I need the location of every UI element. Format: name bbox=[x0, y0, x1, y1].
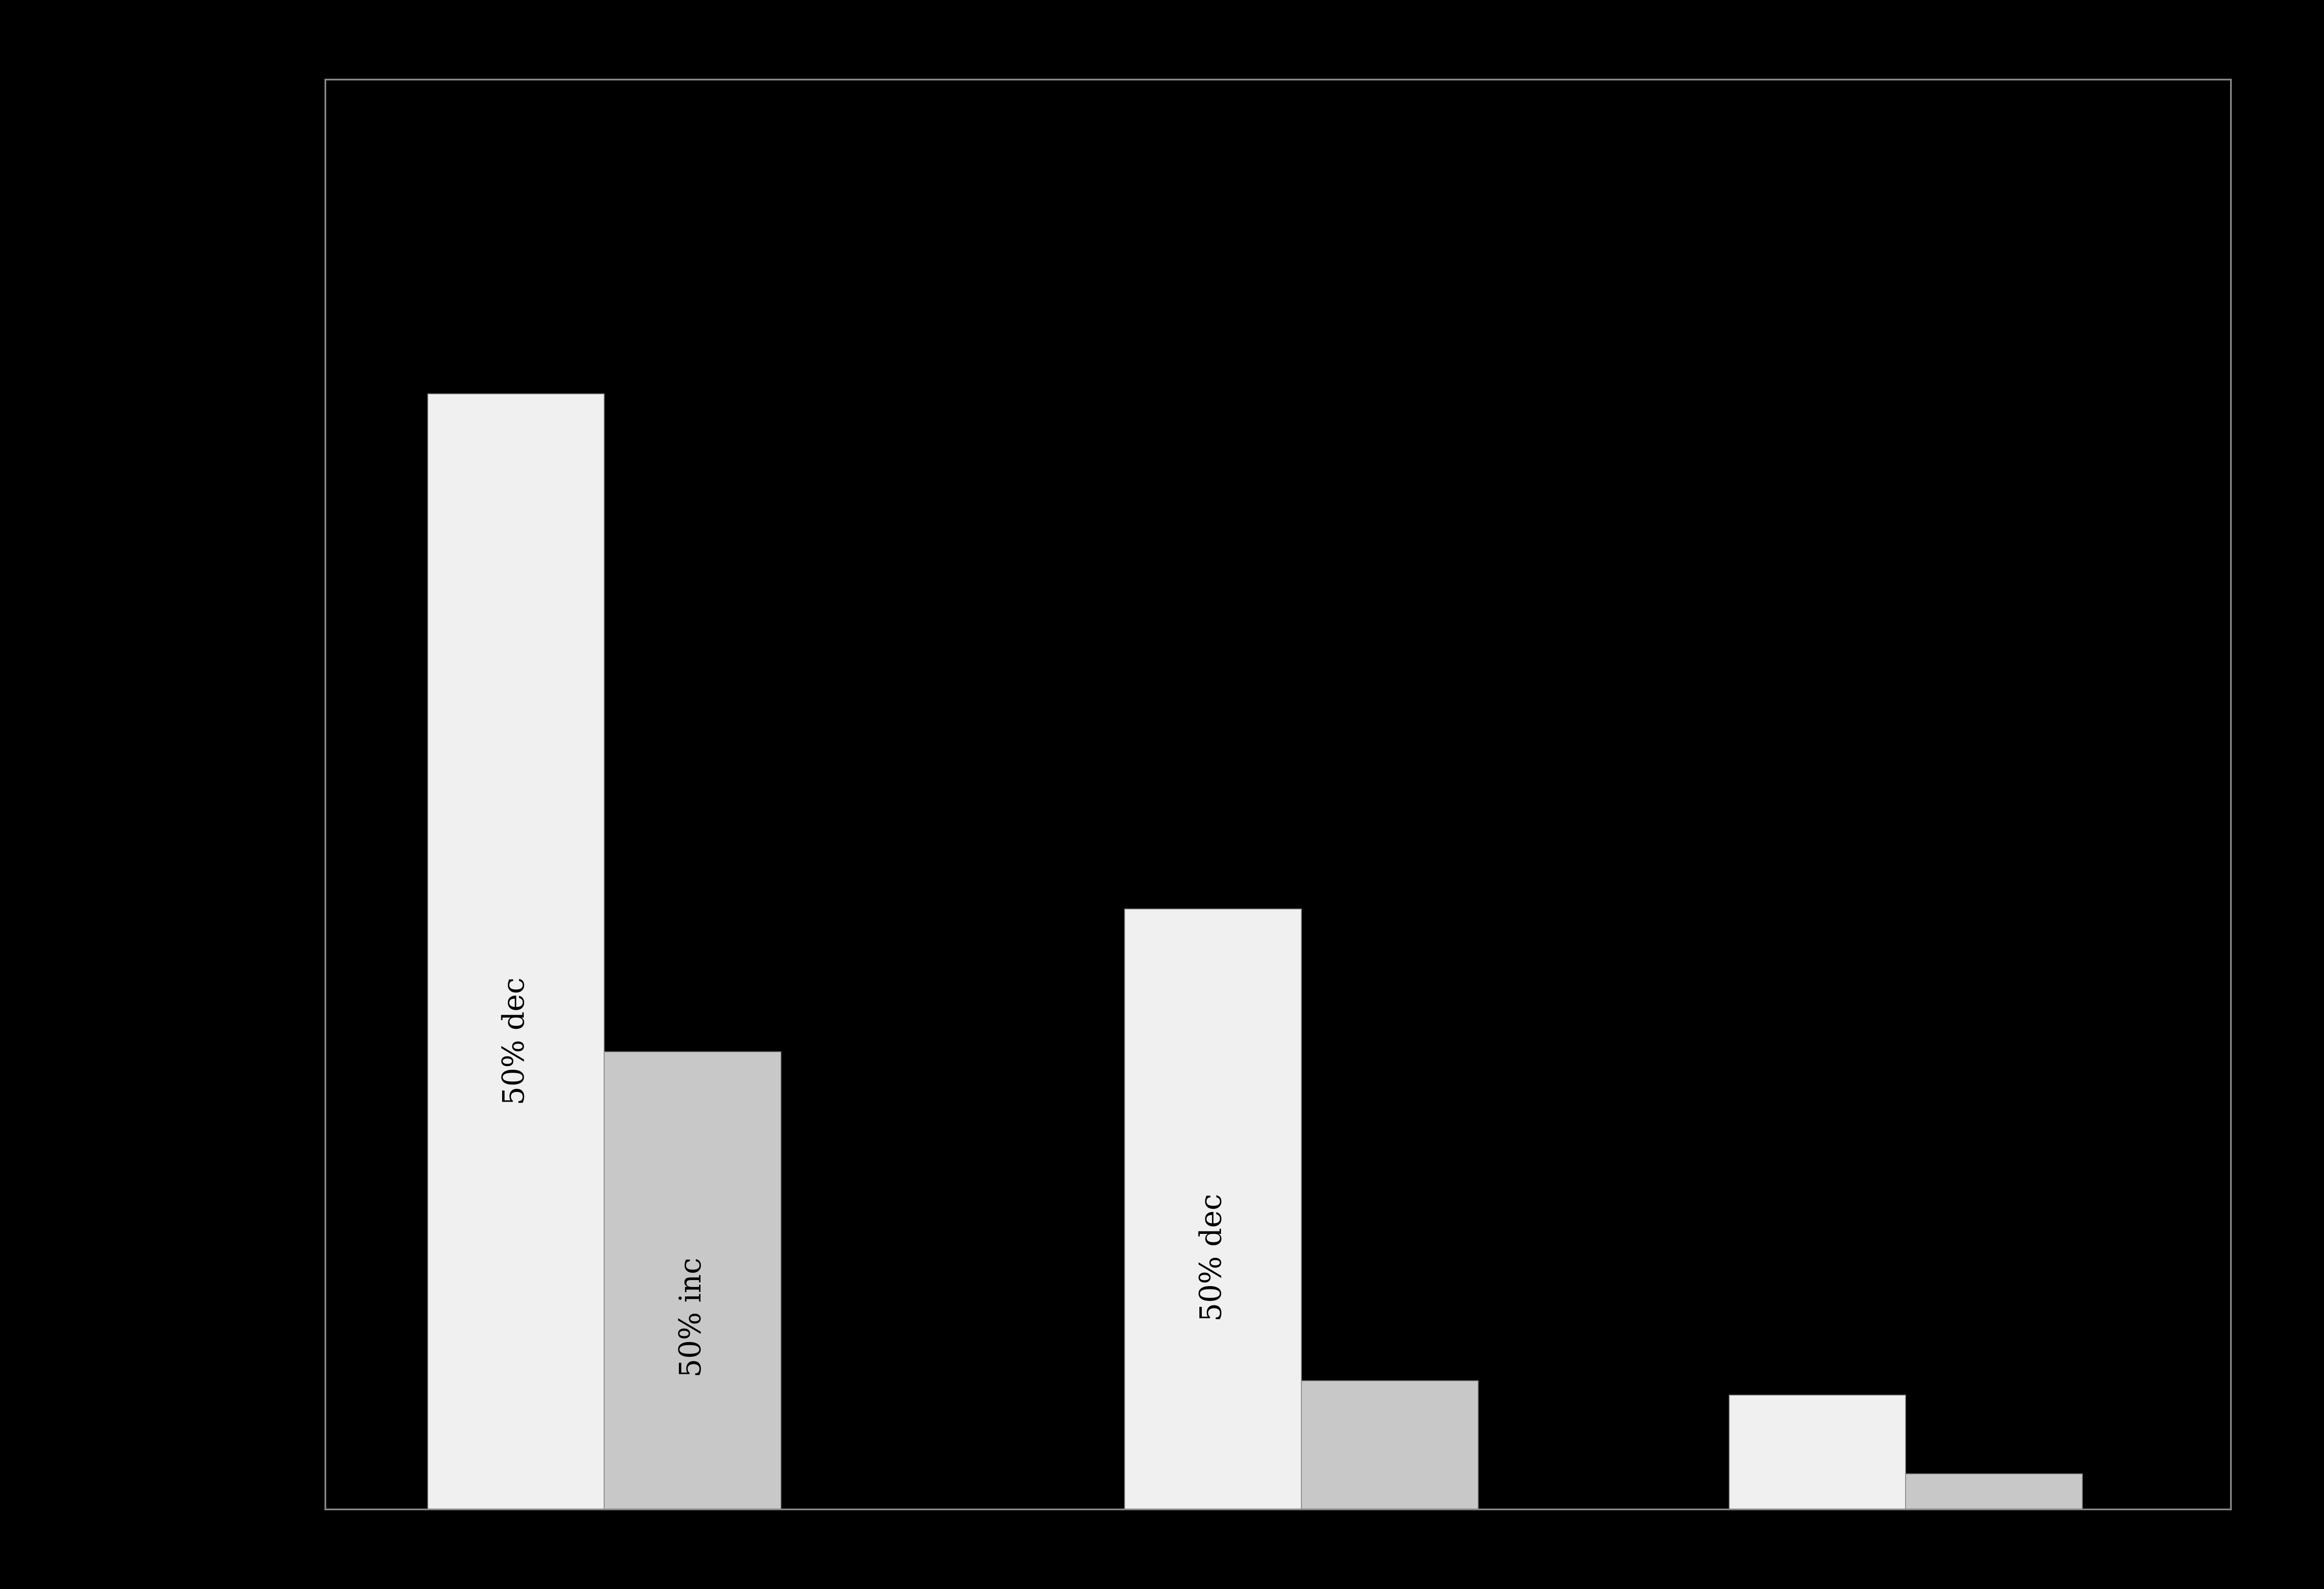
Bar bbox=[1729, 1395, 1906, 1510]
Bar bbox=[1906, 1475, 2082, 1510]
Text: 50% dec: 50% dec bbox=[502, 977, 530, 1104]
Bar bbox=[1301, 1381, 1478, 1510]
Text: 50% dec: 50% dec bbox=[1199, 1193, 1227, 1320]
Bar bbox=[604, 1052, 781, 1510]
Text: 50% inc: 50% inc bbox=[679, 1257, 706, 1378]
Bar bbox=[428, 394, 604, 1510]
Bar bbox=[1125, 909, 1301, 1510]
